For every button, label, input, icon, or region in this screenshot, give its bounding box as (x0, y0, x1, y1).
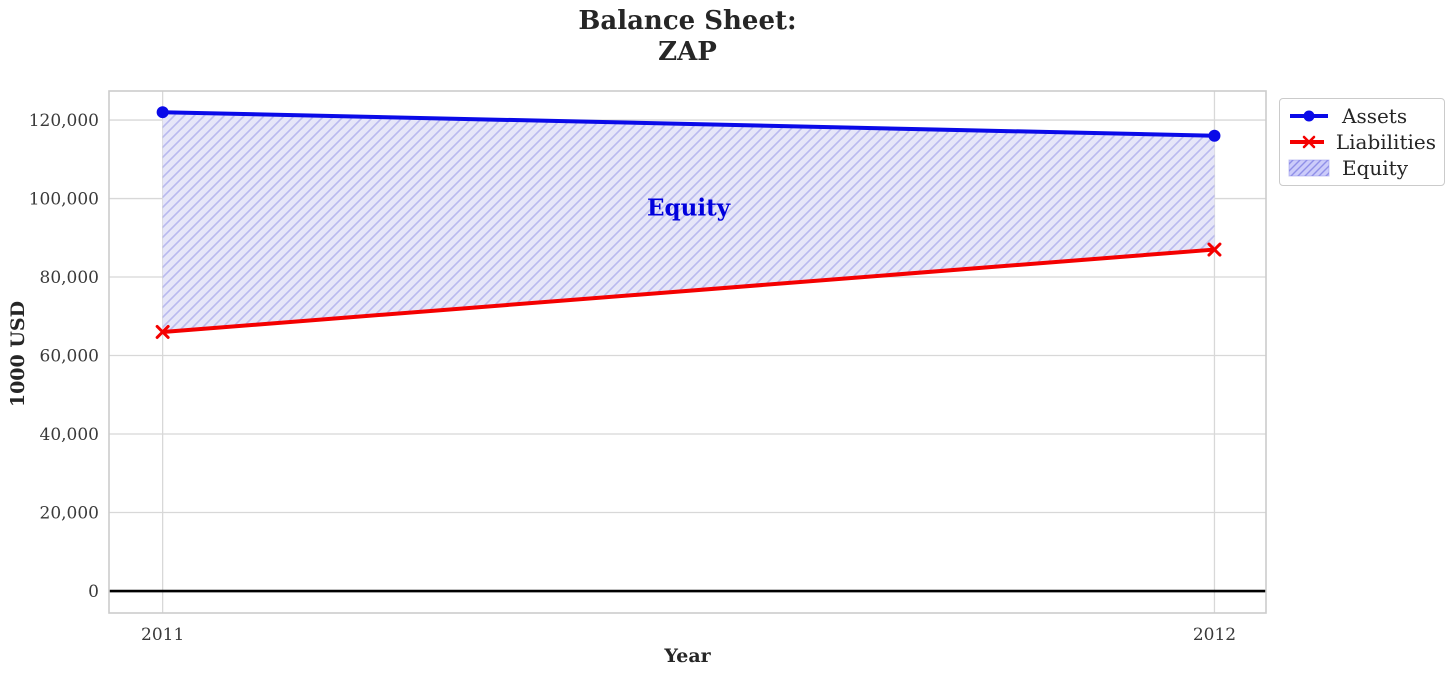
legend-label: Liabilities (1335, 130, 1436, 154)
chart-title-line1: Balance Sheet: (578, 6, 797, 36)
series-line (160, 110, 1217, 138)
liabilities-legend-swatch-icon (1290, 135, 1324, 149)
x-tick-label: 2011 (141, 625, 184, 645)
series-liabilities (155, 242, 1222, 339)
y-tick-label: 20,000 (40, 504, 99, 524)
x-marker (155, 324, 170, 339)
series-line (160, 247, 1217, 334)
x-marker (1207, 242, 1222, 257)
y-tick-label: 100,000 (29, 190, 99, 210)
y-tick-label: 120,000 (29, 111, 99, 131)
y-tick-labels: 0 20,000 40,000 60,000 80,000 100,000 120,000 (29, 111, 99, 602)
circle-marker (1208, 129, 1221, 142)
legend-item-equity: Equity (1288, 155, 1436, 181)
equity-fill-area (162, 112, 1215, 332)
equity-annotation: Equity (647, 194, 731, 221)
x-tick-label: 2012 (1193, 625, 1236, 645)
legend: Assets Liabilities Equity (1279, 98, 1445, 186)
chart-title: Balance Sheet: ZAP (109, 6, 1266, 68)
plot-border (108, 90, 1267, 614)
equity-legend-swatch-icon (1288, 159, 1330, 177)
legend-item-assets: Assets (1288, 103, 1436, 129)
circle-marker (156, 106, 169, 119)
legend-label: Assets (1342, 104, 1408, 128)
legend-label: Equity (1342, 156, 1409, 180)
x-axis-label: Year (664, 645, 711, 667)
y-tick-label: 0 (88, 582, 99, 602)
legend-item-liabilities: Liabilities (1288, 129, 1436, 155)
y-tick-label: 40,000 (40, 425, 99, 445)
series-assets (156, 106, 1221, 142)
y-tick-label: 60,000 (40, 347, 99, 367)
x-tick-labels: 2011 2012 (141, 625, 1236, 645)
assets-legend-swatch-icon (1290, 110, 1328, 122)
y-tick-label: 80,000 (40, 268, 99, 288)
chart-title-line2: ZAP (658, 37, 717, 67)
